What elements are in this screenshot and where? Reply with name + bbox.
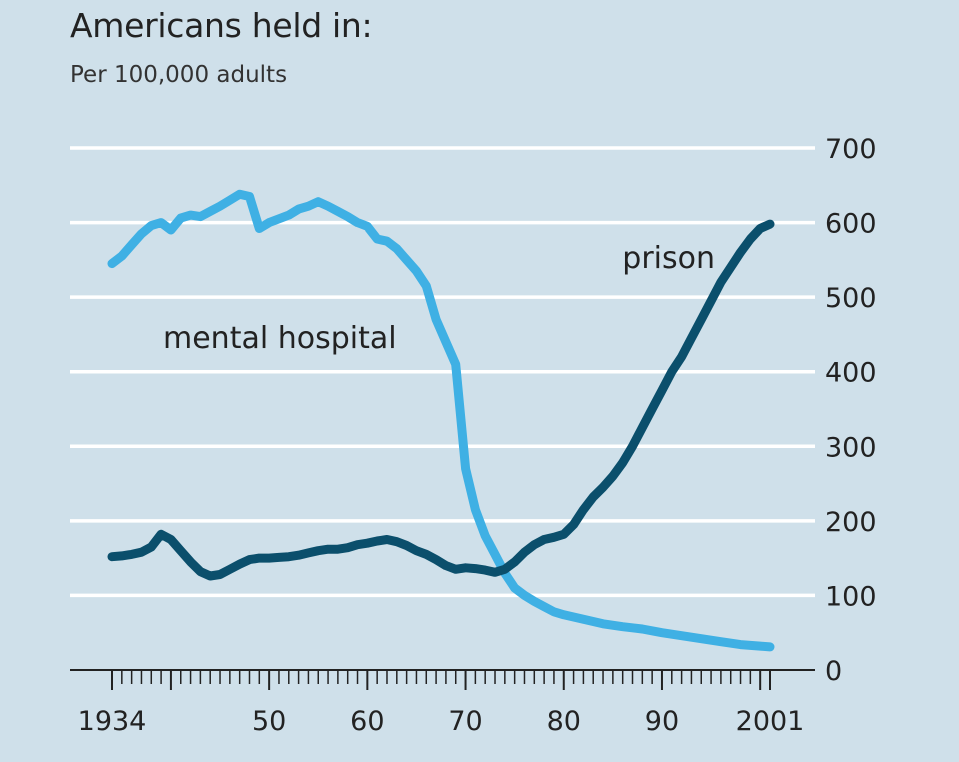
y-tick-label-400: 400	[825, 358, 877, 389]
chart-title: Americans held in:	[70, 6, 373, 45]
x-tick-label-1934: 1934	[78, 706, 147, 737]
chart-subtitle: Per 100,000 adults	[70, 62, 288, 88]
series-line-mental-hospital	[107, 189, 775, 652]
x-tick-label-60: 60	[350, 706, 384, 737]
series-line-prison	[107, 219, 775, 581]
series-label-prison: prison	[622, 241, 715, 276]
x-tick-label-80: 80	[547, 706, 581, 737]
x-tick-label-2001: 2001	[736, 706, 805, 737]
series-label-mental-hospital: mental hospital	[163, 321, 397, 356]
y-tick-label-300: 300	[825, 432, 877, 463]
x-tick-label-90: 90	[645, 706, 679, 737]
y-tick-label-700: 700	[825, 134, 877, 165]
x-tick-label-50: 50	[252, 706, 286, 737]
y-tick-label-0: 0	[825, 656, 842, 687]
y-tick-label-100: 100	[825, 581, 877, 612]
x-tick-label-70: 70	[448, 706, 482, 737]
y-tick-label-500: 500	[825, 283, 877, 314]
y-tick-label-600: 600	[825, 209, 877, 240]
y-tick-label-200: 200	[825, 507, 877, 538]
